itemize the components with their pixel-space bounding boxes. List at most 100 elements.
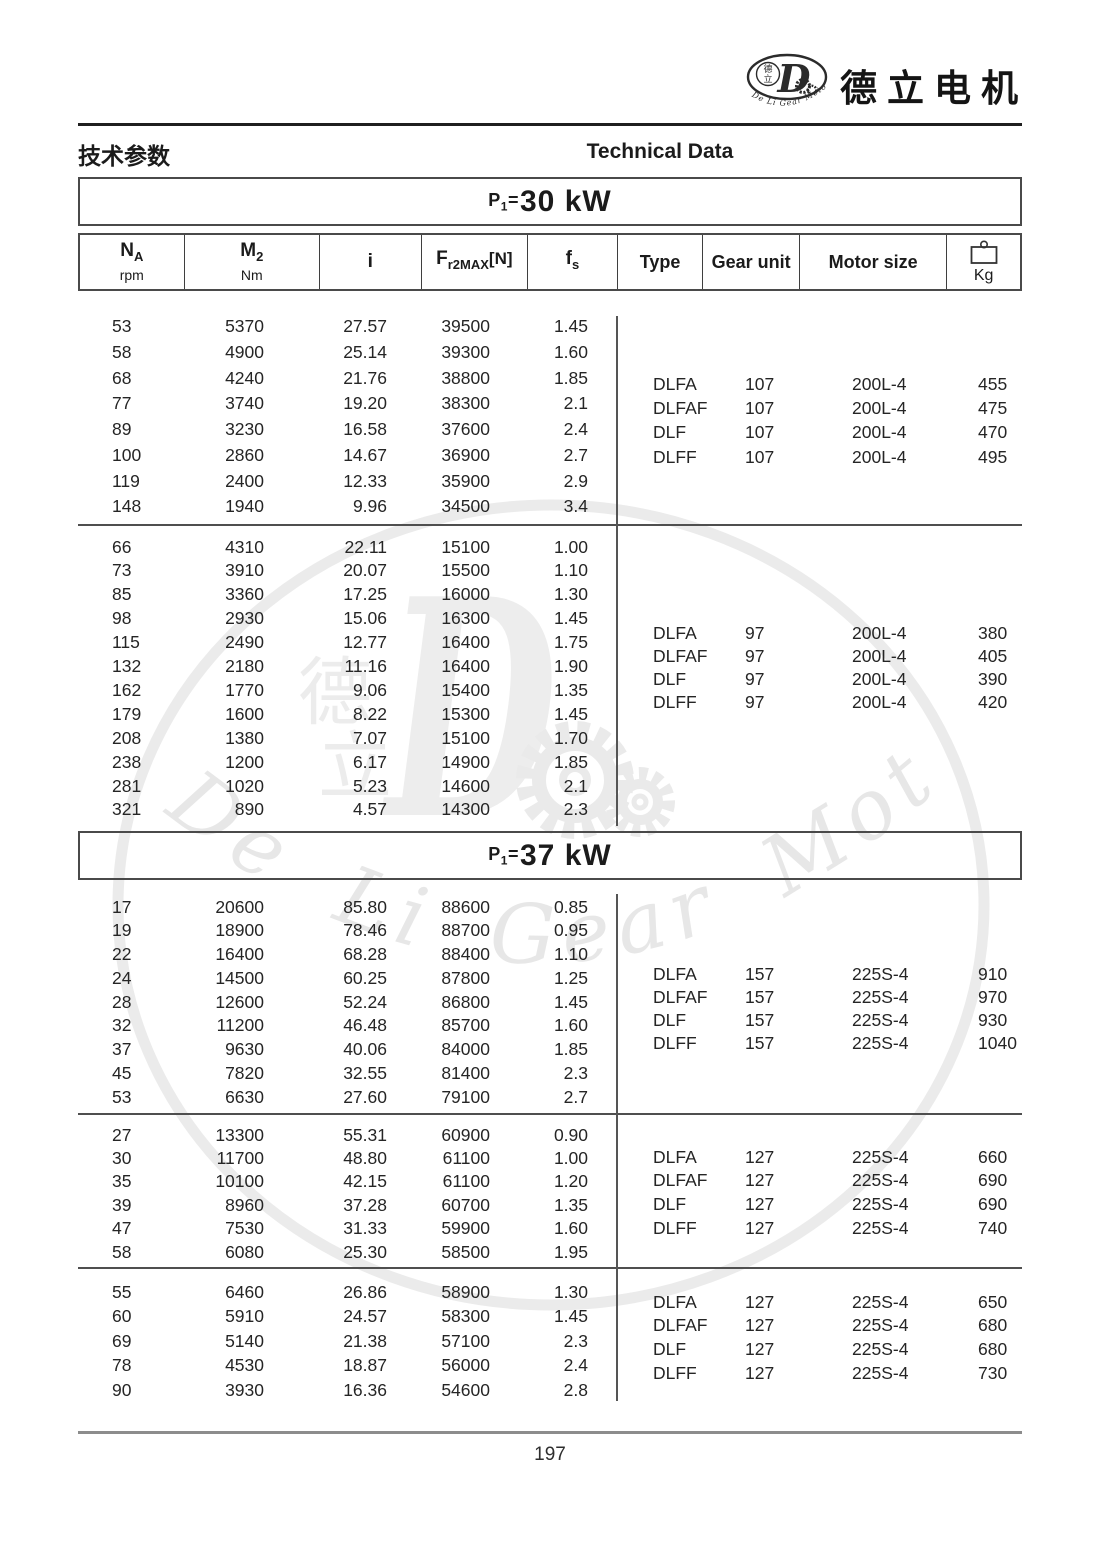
data-row: 69 5140 21.38 57100 2.3 [78, 1329, 1022, 1353]
watermark-gears-icon [516, 721, 675, 839]
i-cell: 15.06 [343, 608, 387, 629]
fs-cell: 1.75 [553, 632, 588, 653]
fr2max-cell: 15400 [441, 679, 490, 700]
fs-cell: 1.10 [553, 944, 588, 964]
fr2max-cell: 57100 [441, 1330, 490, 1351]
type-cell: DLFF [653, 1362, 697, 1383]
data-row: 58 6080 25.30 58500 1.95 [78, 1240, 1022, 1264]
i-cell: 85.80 [343, 896, 387, 917]
fs-cell: 3.4 [563, 496, 588, 517]
motor-size-cell: 200L-4 [852, 669, 907, 690]
m2-cell: 1770 [225, 679, 264, 700]
i-cell: 20.07 [343, 560, 387, 581]
fr2max-cell: 38300 [441, 393, 490, 414]
i-cell: 24.57 [343, 1306, 387, 1326]
data-row: 98 2930 15.06 16300 1.45 [78, 606, 1022, 630]
i-cell: 11.16 [344, 656, 388, 676]
variant-row: DLF 97 200L-4 390 [78, 667, 1022, 691]
i-cell: 48.80 [343, 1147, 387, 1168]
data-row: 39 8960 37.28 60700 1.35 [78, 1193, 1022, 1217]
weight-cell: 660 [978, 1146, 1008, 1167]
fs-cell: 1.45 [553, 316, 588, 336]
gear-unit-cell: 157 [745, 987, 775, 1007]
m2-cell: 3740 [225, 393, 264, 414]
footer-rule [78, 1431, 1022, 1434]
type-cell: DLF [653, 422, 687, 443]
fr2max-cell: 14300 [441, 799, 490, 820]
fs-cell: 0.85 [553, 896, 588, 917]
m2-cell: 4310 [225, 536, 264, 557]
fr2max-cell: 61100 [442, 1147, 490, 1168]
data-row: 66 4310 22.11 15100 1.00 [78, 535, 1022, 559]
fr2max-cell: 87800 [441, 967, 490, 988]
page-title-cn: 技术参数 [78, 144, 170, 170]
motor-size-cell: 200L-4 [852, 374, 907, 394]
m2-cell: 7530 [225, 1218, 264, 1239]
i-cell: 16.36 [343, 1379, 387, 1400]
watermark-char-top: 德 [298, 650, 372, 736]
col-type: Type [616, 235, 703, 289]
i-cell: 31.33 [343, 1218, 387, 1239]
weight-cell: 930 [978, 1010, 1008, 1030]
fr2max-cell: 37600 [441, 419, 490, 439]
data-row: 58 4900 25.14 39300 1.60 [78, 340, 1022, 364]
power-symbol: P1= [488, 843, 519, 868]
i-cell: 7.07 [352, 727, 387, 748]
data-row: 208 1380 7.07 15100 1.70 [78, 726, 1022, 750]
gear-unit-cell: 107 [745, 374, 775, 394]
gear-unit-cell: 157 [745, 964, 775, 984]
na-cell: 66 [112, 536, 132, 557]
variant-row: DLFA 97 200L-4 380 [78, 621, 1022, 645]
weight-cell: 740 [978, 1217, 1008, 1238]
m2-cell: 4240 [225, 367, 264, 388]
fr2max-cell: 36900 [441, 444, 490, 465]
i-cell: 46.48 [343, 1015, 387, 1036]
group-separator [78, 1113, 1022, 1115]
data-row: 45 7820 32.55 81400 2.3 [78, 1061, 1022, 1085]
fs-cell: 0.90 [553, 1124, 588, 1145]
gear-unit-cell: 127 [745, 1315, 775, 1336]
motor-size-cell: 225S-4 [852, 1315, 909, 1336]
m2-cell: 3230 [225, 419, 264, 439]
watermark-circle [112, 499, 990, 1311]
i-cell: 68.28 [343, 944, 387, 964]
group-separator [78, 524, 1022, 526]
na-cell: 58 [112, 1241, 132, 1262]
m2-cell: 1380 [225, 727, 264, 748]
fs-cell: 1.60 [553, 1218, 588, 1239]
data-row: 132 2180 11.16 16400 1.90 [78, 654, 1022, 678]
fs-cell: 1.35 [553, 679, 588, 700]
column-label: Kg [973, 267, 994, 284]
type-cell: DLFF [653, 1217, 697, 1238]
column-divider [616, 894, 618, 1401]
na-cell: 27 [112, 1124, 132, 1145]
type-cell: DLFA [653, 374, 697, 394]
logo-seal-circle [755, 61, 781, 87]
column-divider [616, 316, 618, 826]
type-cell: DLFA [653, 964, 697, 984]
page-title-en: Technical Data [586, 140, 734, 163]
na-cell: 132 [112, 656, 142, 676]
motor-size-cell: 200L-4 [852, 446, 907, 467]
fs-cell: 1.60 [553, 1015, 588, 1036]
fs-cell: 1.45 [553, 703, 588, 724]
data-row: 77 3740 19.20 38300 2.1 [78, 391, 1022, 415]
motor-size-cell: 225S-4 [852, 1033, 909, 1053]
na-cell: 28 [112, 991, 132, 1012]
m2-cell: 5140 [225, 1330, 264, 1351]
gear-unit-cell: 127 [745, 1146, 775, 1167]
fr2max-cell: 86800 [441, 991, 490, 1012]
weight-cell: 495 [978, 446, 1008, 467]
variant-row: DLF 107 200L-4 470 [78, 420, 1022, 444]
fr2max-cell: 58900 [441, 1281, 490, 1302]
kg-weight-icon [970, 240, 998, 264]
column-symbol: fs [565, 248, 580, 272]
m2-cell: 4530 [225, 1355, 264, 1375]
data-row: 85 3360 17.25 16000 1.30 [78, 582, 1022, 606]
column-symbol: NA [120, 240, 144, 264]
gear-unit-cell: 97 [745, 692, 765, 713]
i-cell: 40.06 [343, 1039, 387, 1059]
na-cell: 78 [112, 1355, 132, 1375]
